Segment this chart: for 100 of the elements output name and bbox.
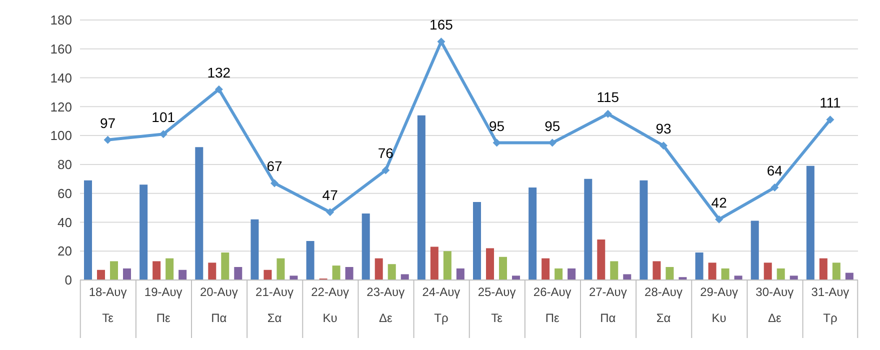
data-label: 95: [544, 118, 560, 134]
bar: [652, 261, 661, 280]
bar: [152, 261, 161, 280]
x-tick-label: 28-Αυγ Σα: [644, 285, 682, 325]
bar: [290, 276, 298, 280]
y-tick-label: 120: [50, 99, 72, 114]
bar: [430, 246, 438, 280]
bar: [97, 270, 105, 280]
bar: [666, 267, 674, 280]
bar: [208, 262, 216, 280]
bar: [140, 184, 148, 280]
bar: [708, 262, 716, 280]
point: [270, 179, 278, 188]
point: [326, 208, 334, 216]
bar: [166, 258, 174, 280]
x-tick-label: 21-Αυγ Σα: [256, 285, 294, 325]
bar: [750, 220, 759, 280]
bar: [345, 267, 354, 280]
bar: [374, 258, 383, 280]
x-tick-label: 18-Αυγ Τε: [88, 285, 127, 325]
x-tick-label: 30-Αυγ Δε: [756, 285, 794, 325]
bar: [443, 251, 452, 280]
point: [382, 166, 390, 174]
point: [715, 215, 724, 224]
bar: [610, 261, 618, 280]
x-tick-label: 31-Αυγ Τρ: [811, 285, 850, 325]
y-tick-label: 160: [50, 42, 72, 57]
y-tick-label: 20: [58, 244, 72, 259]
data-label: 165: [430, 16, 454, 33]
data-label: 42: [711, 194, 728, 210]
bar: [512, 276, 520, 280]
y-tick-label: 180: [50, 12, 72, 28]
bar: [764, 262, 772, 280]
y-tick-label: 100: [50, 128, 72, 144]
bar: [456, 268, 464, 280]
bar: [221, 252, 230, 280]
bar: [597, 240, 606, 280]
x-tick-label: 29-Αυγ Κυ: [700, 285, 738, 325]
data-label: 132: [207, 64, 231, 80]
x-tick-label: 19-Αυγ Πε: [144, 285, 182, 325]
x-tick-label: 24-Αυγ Τρ: [422, 285, 460, 325]
y-tick-label: 40: [58, 214, 72, 230]
data-label: 111: [820, 94, 842, 111]
bar: [554, 268, 563, 280]
y-tick-label: 60: [58, 186, 72, 201]
data-label: 95: [488, 118, 505, 134]
data-label: 97: [100, 114, 116, 131]
bar: [332, 266, 340, 280]
data-label: 47: [322, 187, 338, 204]
y-tick-label: 0: [64, 272, 72, 288]
bar: [486, 248, 494, 280]
point: [604, 110, 612, 118]
bar: [264, 270, 272, 280]
bar: [234, 267, 242, 280]
bar: [542, 258, 550, 280]
bar: [276, 258, 285, 280]
bar: [806, 166, 814, 280]
x-tick-label: 25-Αυγ Τε: [478, 285, 516, 325]
bar: [306, 241, 314, 280]
data-label: 115: [596, 88, 620, 105]
x-tick-label: 20-Αυγ Πα: [200, 285, 238, 325]
bar: [819, 258, 828, 280]
bar: [84, 180, 92, 280]
point: [214, 85, 223, 94]
bar: [110, 261, 118, 280]
data-label: 93: [656, 120, 672, 137]
point: [826, 116, 834, 124]
data-label: 67: [266, 158, 282, 174]
data-label: 101: [152, 109, 176, 126]
data-label: 64: [766, 162, 783, 179]
y-tick-label: 140: [50, 70, 72, 86]
bar: [832, 262, 840, 280]
bar: [776, 268, 785, 280]
x-tick-label: 27-Αυγ Πα: [588, 285, 627, 325]
bar: [528, 188, 537, 280]
bar: [584, 178, 592, 280]
bar: [734, 276, 742, 280]
bar: [845, 272, 854, 280]
bar: [790, 276, 798, 280]
bar: [623, 274, 632, 280]
bar: [195, 147, 204, 280]
y-tick-label: 80: [58, 157, 72, 172]
bar: [473, 202, 481, 280]
bar: [640, 180, 648, 280]
bar: [388, 264, 396, 280]
bar: [695, 252, 704, 280]
point: [660, 142, 668, 150]
bar: [721, 268, 730, 280]
point: [104, 136, 112, 144]
bar: [250, 219, 259, 280]
x-tick-label: 23-Αυγ Δε: [366, 285, 405, 325]
bar: [123, 268, 131, 280]
bar: [499, 256, 507, 280]
bar: [362, 214, 370, 280]
bar: [178, 270, 187, 280]
bar: [417, 115, 426, 280]
x-tick-label: 26-Αυγ Πε: [533, 285, 572, 325]
bar: [400, 274, 409, 280]
point: [437, 38, 446, 46]
point: [770, 184, 779, 192]
